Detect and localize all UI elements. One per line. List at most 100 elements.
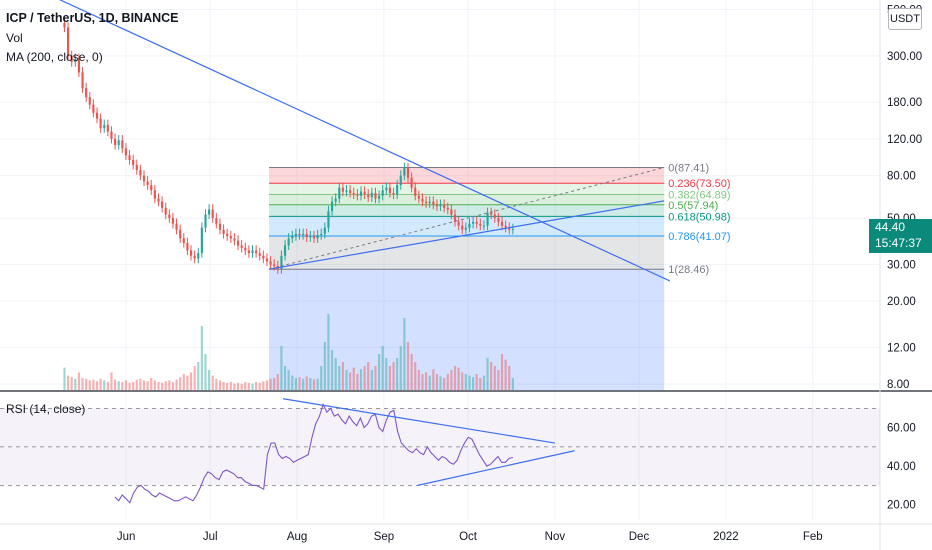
volume-bar	[189, 372, 193, 390]
volume-bar	[341, 362, 344, 390]
volume-bar	[251, 383, 254, 390]
candle	[312, 236, 316, 239]
candle	[504, 225, 507, 228]
volume-bar	[132, 382, 135, 390]
volume-bar	[273, 378, 276, 390]
rsi-indicator-label[interactable]: RSI (14, close)	[6, 402, 86, 416]
candle	[403, 167, 406, 176]
volume-bar	[287, 370, 290, 390]
candle	[349, 190, 352, 193]
volume-bar	[472, 377, 475, 390]
candle	[66, 27, 70, 56]
volume-bar	[168, 380, 171, 390]
candle	[240, 245, 243, 248]
fib-zone	[269, 194, 665, 205]
volume-bar	[229, 382, 232, 390]
volume-bar	[374, 366, 377, 390]
candle	[132, 159, 135, 165]
volume-bar	[439, 376, 442, 390]
volume-bar	[142, 380, 146, 390]
candle	[99, 118, 102, 129]
volume-bar	[175, 379, 178, 390]
price-axis-label: 180.00	[887, 97, 922, 109]
volume-bar	[504, 359, 507, 390]
volume-bar	[262, 381, 265, 390]
fib-level-label: 0.236(73.50)	[668, 178, 730, 190]
candle	[247, 250, 250, 254]
fib-trend-dashed-line	[268, 167, 665, 270]
candle	[226, 233, 229, 237]
volume-bar	[258, 382, 261, 390]
time-axis-label: Oct	[459, 531, 478, 543]
ma-indicator-label[interactable]: MA (200, close, 0)	[6, 50, 103, 64]
candle	[291, 236, 294, 239]
time-axis-label: Nov	[545, 531, 566, 543]
candle	[106, 124, 109, 132]
candle	[222, 229, 225, 234]
candle	[215, 218, 218, 224]
candle	[135, 164, 138, 171]
candle	[370, 192, 373, 198]
rsi-axis-label: 60.00	[887, 423, 916, 435]
volume-bar	[370, 370, 373, 390]
price-axis-label: 300.00	[887, 51, 922, 63]
bar-countdown: 15:47:37	[875, 236, 922, 250]
volume-bar	[276, 374, 279, 390]
candle	[377, 195, 381, 199]
volume-bar	[424, 372, 428, 390]
candle	[211, 209, 214, 219]
volume-bar	[352, 367, 355, 390]
candle	[251, 250, 254, 254]
volume-bar	[392, 362, 395, 390]
volume-indicator-label[interactable]: Vol	[6, 31, 23, 45]
fib-zone	[269, 216, 665, 236]
volume-bar	[208, 370, 211, 390]
rsi-axis-label: 40.00	[887, 461, 916, 473]
volume-bar	[428, 375, 431, 390]
fib-level-label: 0.382(64.89)	[668, 190, 730, 202]
candle	[316, 235, 319, 239]
candle	[479, 223, 482, 226]
volume-bar	[197, 362, 200, 390]
volume-bar	[443, 378, 446, 390]
volume-bar	[204, 354, 207, 390]
volume-bar	[66, 375, 70, 390]
volume-bar	[103, 380, 106, 390]
price-axis-label: 80.00	[887, 171, 916, 183]
candle	[388, 187, 392, 193]
candle	[103, 124, 106, 129]
fib-zone	[269, 183, 665, 195]
volume-bar	[316, 378, 319, 390]
candle	[280, 255, 283, 270]
currency-button[interactable]: USDT	[888, 8, 922, 30]
volume-bar	[291, 375, 294, 390]
volume-bar	[92, 379, 95, 390]
volume-bar	[283, 366, 287, 390]
volume-bar	[497, 370, 500, 390]
candle	[81, 72, 84, 89]
candle	[320, 233, 323, 236]
candle	[164, 207, 167, 215]
candle	[175, 223, 178, 230]
candle	[432, 201, 435, 205]
volume-bar	[186, 375, 189, 390]
volume-bar	[334, 358, 337, 390]
fib-zone	[269, 235, 665, 270]
volume-bar	[88, 380, 91, 390]
candle	[385, 187, 388, 191]
volume-bar	[193, 366, 196, 390]
time-axis-label: Jun	[117, 531, 136, 543]
symbol-title[interactable]: ICP / TetherUS, 1D, BINANCE	[6, 11, 179, 25]
volume-bar	[367, 362, 370, 390]
volume-bar	[218, 380, 222, 390]
volume-bar	[150, 378, 153, 390]
volume-bar	[247, 382, 250, 390]
volume-bar	[124, 380, 128, 390]
time-axis-label: Dec	[629, 531, 650, 543]
last-price-value: 44.40	[875, 220, 906, 234]
volume-bar	[309, 378, 312, 390]
time-axis-label: Sep	[374, 531, 394, 543]
candle	[150, 185, 153, 191]
candle	[406, 167, 410, 178]
